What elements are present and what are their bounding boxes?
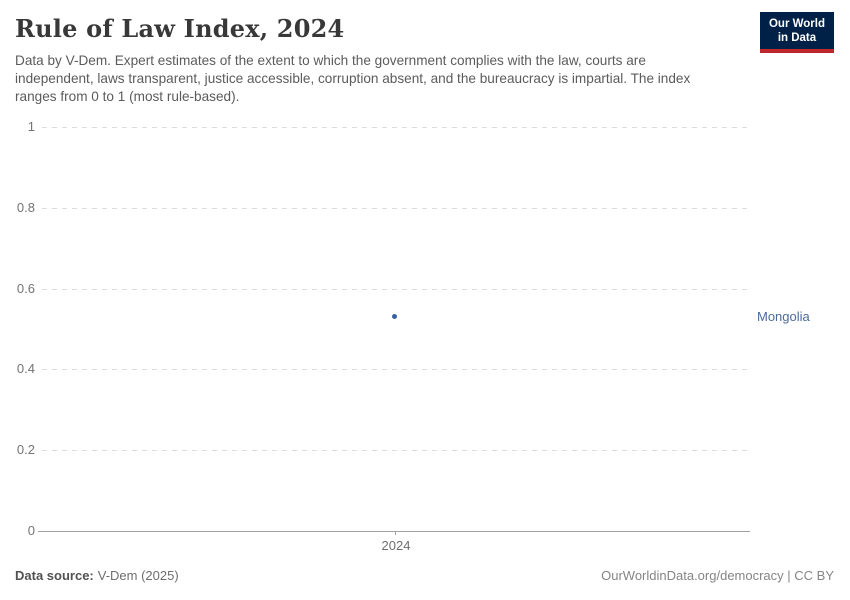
gridline-0-4 bbox=[42, 369, 750, 370]
y-tick-label: 0.6 bbox=[16, 281, 35, 296]
y-tick-label: 0 bbox=[27, 523, 35, 538]
credit-link[interactable]: OurWorldinData.org/democracy | CC BY bbox=[601, 568, 834, 583]
entity-label-mongolia[interactable]: Mongolia bbox=[757, 309, 810, 324]
chart-subtitle: Data by V-Dem. Expert estimates of the e… bbox=[15, 53, 691, 104]
owid-logo[interactable]: Our World in Data bbox=[759, 12, 834, 53]
data-source: Data source: V-Dem (2025) bbox=[15, 568, 179, 583]
gridline-1 bbox=[42, 127, 750, 128]
gridline-0-6 bbox=[42, 289, 750, 290]
data-source-value: V-Dem (2025) bbox=[97, 568, 179, 583]
y-tick-label: 0.4 bbox=[16, 361, 35, 376]
y-tick-label: 0.8 bbox=[16, 200, 35, 215]
gridline-0-2 bbox=[42, 450, 750, 451]
x-tick-mark bbox=[395, 531, 396, 535]
data-point-mongolia[interactable] bbox=[392, 314, 397, 319]
owid-logo-line2: in Data bbox=[777, 32, 817, 45]
x-axis-line bbox=[38, 531, 750, 532]
data-source-label: Data source: bbox=[15, 568, 94, 583]
x-tick-label: 2024 bbox=[381, 538, 411, 553]
page-title: Rule of Law Index, 2024 bbox=[15, 14, 345, 43]
y-tick-label: 0.2 bbox=[16, 442, 35, 457]
owid-logo-line1: Our World bbox=[768, 18, 825, 30]
gridline-0-8 bbox=[42, 208, 750, 209]
y-tick-label: 1 bbox=[27, 119, 35, 134]
chart-footer: Data source: V-Dem (2025) OurWorldinData.… bbox=[15, 568, 834, 583]
